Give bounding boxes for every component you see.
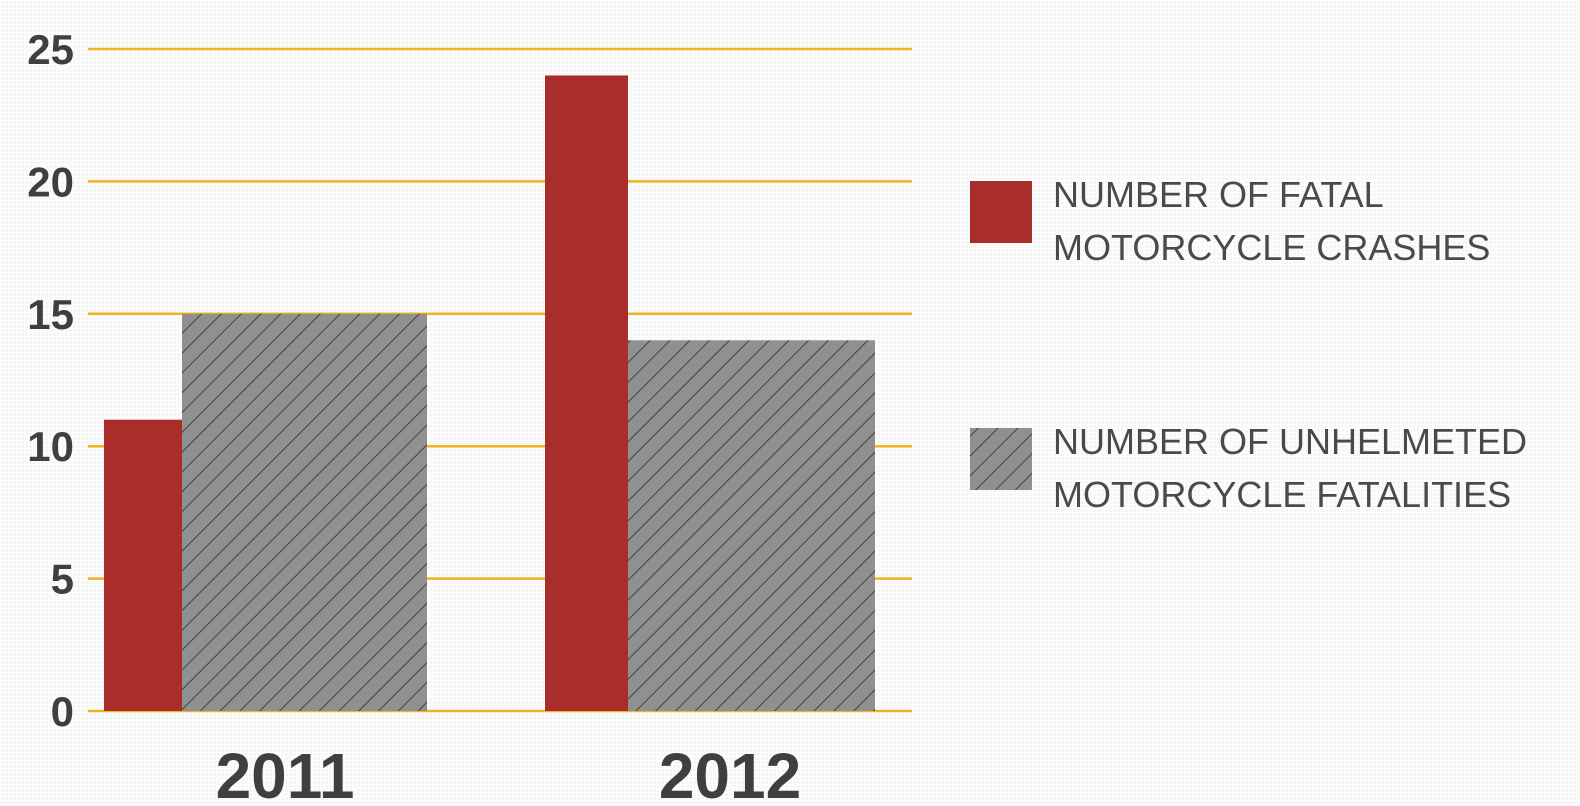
y-tick-label: 20 bbox=[27, 158, 74, 205]
bars bbox=[104, 75, 875, 712]
x-category-label: 2012 bbox=[659, 740, 801, 806]
bar-unhelmeted-fatalities-2012 bbox=[628, 340, 875, 711]
legend-swatch bbox=[970, 181, 1032, 243]
y-tick-label: 25 bbox=[27, 26, 74, 73]
y-tick-label: 15 bbox=[27, 291, 74, 338]
legend-label-line: MOTORCYCLE FATALITIES bbox=[1053, 474, 1511, 515]
legend-label-line: NUMBER OF FATAL bbox=[1053, 174, 1384, 215]
y-axis-ticks: 0 5 10 15 20 25 bbox=[27, 26, 74, 735]
legend-swatch bbox=[970, 428, 1032, 490]
y-tick-label: 5 bbox=[51, 556, 74, 603]
y-tick-label: 10 bbox=[27, 423, 74, 470]
y-tick-label: 0 bbox=[51, 688, 74, 735]
x-axis-categories: 2011 2012 bbox=[216, 740, 802, 806]
legend-label-line: MOTORCYCLE CRASHES bbox=[1053, 227, 1490, 268]
x-category-label: 2011 bbox=[216, 740, 355, 806]
legend: NUMBER OF FATAL MOTORCYCLE CRASHES NUMBER … bbox=[970, 174, 1527, 515]
bar-fatal-crashes-2011 bbox=[104, 419, 182, 711]
legend-label-line: NUMBER OF UNHELMETED bbox=[1053, 421, 1527, 462]
bar-unhelmeted-fatalities-2011 bbox=[182, 313, 427, 711]
bar-fatal-crashes-2012 bbox=[545, 75, 628, 712]
